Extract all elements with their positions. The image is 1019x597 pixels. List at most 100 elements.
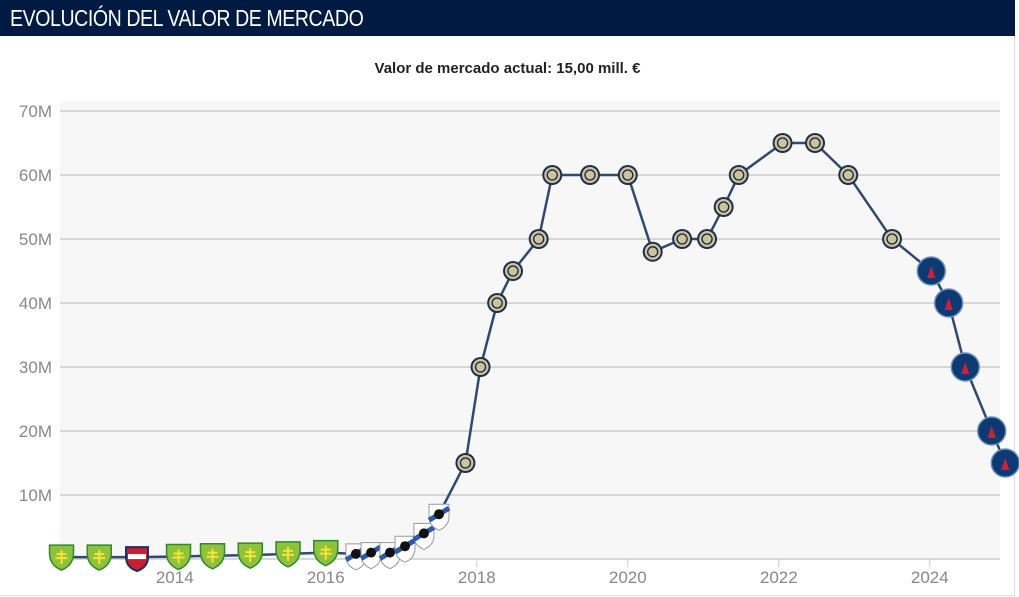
y-tick-label: 20M bbox=[19, 422, 52, 441]
data-point[interactable] bbox=[455, 453, 476, 473]
inter-badge-ring bbox=[491, 297, 503, 309]
y-tick-label: 50M bbox=[19, 230, 52, 249]
inter-badge-inner bbox=[699, 231, 716, 247]
data-point[interactable] bbox=[976, 416, 1007, 446]
data-point[interactable] bbox=[933, 288, 964, 318]
inter-badge-ring bbox=[733, 169, 745, 181]
zilina-cross bbox=[206, 548, 219, 563]
inter-badge-inner bbox=[489, 295, 506, 311]
inter-badge-inner bbox=[457, 455, 474, 471]
sampdoria-figure bbox=[350, 548, 361, 559]
psg-tower bbox=[927, 266, 936, 278]
inter-badge-ring bbox=[584, 169, 596, 181]
data-point[interactable] bbox=[528, 229, 549, 249]
y-tick-label: 70M bbox=[19, 102, 52, 121]
inter-badge-ring bbox=[776, 137, 789, 149]
data-point[interactable] bbox=[470, 357, 491, 377]
x-tick-label: 2022 bbox=[760, 568, 798, 587]
data-point[interactable] bbox=[165, 543, 192, 571]
inter-badge-ring bbox=[842, 169, 854, 181]
data-point[interactable] bbox=[580, 165, 601, 185]
inter-badge-inner bbox=[544, 167, 561, 183]
y-tick-label: 30M bbox=[19, 358, 52, 377]
data-point[interactable] bbox=[86, 544, 113, 571]
inter-badge-inner bbox=[619, 167, 636, 183]
y-tick-label: 10M bbox=[19, 486, 52, 505]
inter-badge-inner bbox=[715, 199, 732, 215]
data-point[interactable] bbox=[412, 522, 436, 550]
psg-tower bbox=[961, 362, 970, 374]
psg-tower bbox=[944, 298, 953, 310]
inter-badge-ring bbox=[507, 265, 519, 277]
vion-band bbox=[128, 554, 147, 560]
x-tick-label: 2018 bbox=[458, 568, 496, 587]
inter-badge-ring bbox=[459, 457, 472, 469]
section-title: EVOLUCIÓN DEL VALOR DE MERCADO bbox=[10, 5, 364, 31]
data-point[interactable] bbox=[237, 542, 264, 569]
data-point[interactable] bbox=[713, 197, 734, 217]
inter-badge-ring bbox=[718, 201, 730, 213]
inter-badge-inner bbox=[774, 135, 791, 151]
inter-badge-inner bbox=[472, 359, 489, 375]
y-tick-label: 60M bbox=[19, 166, 52, 185]
data-point[interactable] bbox=[642, 241, 663, 262]
y-tick-label: 40M bbox=[19, 294, 52, 313]
inter-badge-inner bbox=[730, 167, 747, 183]
inter-badge-inner bbox=[582, 167, 599, 183]
x-tick-label: 2014 bbox=[156, 568, 194, 587]
data-point[interactable] bbox=[427, 503, 451, 531]
x-tick-label: 2020 bbox=[609, 568, 647, 587]
data-point[interactable] bbox=[542, 165, 563, 185]
data-point[interactable] bbox=[838, 165, 859, 185]
data-point[interactable] bbox=[805, 133, 826, 153]
inter-badge-inner bbox=[530, 231, 547, 247]
zilina-cross bbox=[55, 550, 68, 565]
inter-badge-inner bbox=[807, 135, 824, 151]
inter-badge-ring bbox=[533, 233, 545, 245]
data-point[interactable] bbox=[199, 543, 226, 570]
zilina-cross bbox=[244, 548, 257, 563]
data-point[interactable] bbox=[313, 539, 339, 567]
inter-badge-ring bbox=[676, 233, 688, 245]
data-point[interactable] bbox=[48, 544, 75, 571]
data-point[interactable] bbox=[728, 165, 749, 185]
zilina-cross bbox=[319, 545, 332, 560]
data-point[interactable] bbox=[359, 542, 383, 570]
data-point[interactable] bbox=[916, 256, 947, 286]
inter-badge-inner bbox=[884, 231, 901, 247]
data-point[interactable] bbox=[487, 293, 508, 313]
psg-tower bbox=[1001, 458, 1010, 470]
sampdoria-figure bbox=[384, 547, 395, 558]
plot-background bbox=[60, 101, 1000, 559]
data-point[interactable] bbox=[990, 448, 1019, 478]
sampdoria-figure bbox=[366, 547, 377, 558]
data-point[interactable] bbox=[125, 546, 150, 573]
zilina-cross bbox=[282, 546, 295, 561]
inter-badge-ring bbox=[701, 233, 713, 245]
data-point[interactable] bbox=[882, 229, 903, 249]
data-point[interactable] bbox=[672, 229, 693, 249]
inter-badge-inner bbox=[840, 167, 857, 183]
inter-badge-ring bbox=[647, 246, 659, 258]
inter-badge-ring bbox=[546, 169, 558, 181]
inter-badge-ring bbox=[474, 361, 487, 373]
inter-badge-inner bbox=[674, 231, 691, 247]
data-point[interactable] bbox=[697, 229, 718, 249]
data-point[interactable] bbox=[772, 133, 793, 153]
sampdoria-figure bbox=[418, 528, 429, 539]
data-point[interactable] bbox=[275, 541, 301, 568]
psg-tower bbox=[987, 426, 996, 438]
sampdoria-figure bbox=[434, 509, 445, 520]
data-point[interactable] bbox=[393, 535, 417, 563]
zilina-cross bbox=[93, 550, 106, 565]
x-tick-label: 2024 bbox=[911, 568, 949, 587]
data-point[interactable] bbox=[503, 261, 524, 281]
data-point[interactable] bbox=[950, 352, 981, 382]
data-point[interactable] bbox=[617, 165, 638, 185]
inter-badge-ring bbox=[622, 169, 634, 181]
sampdoria-figure bbox=[400, 541, 411, 552]
inter-badge-inner bbox=[644, 243, 661, 260]
inter-badge-inner bbox=[505, 263, 522, 279]
inter-badge-ring bbox=[886, 233, 898, 245]
